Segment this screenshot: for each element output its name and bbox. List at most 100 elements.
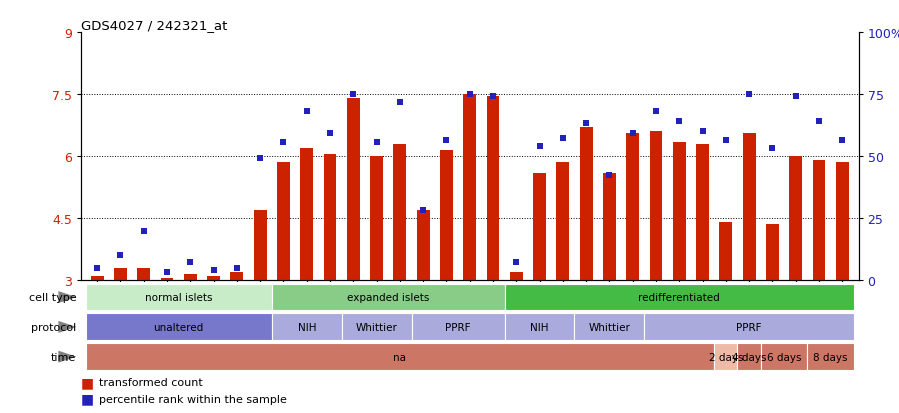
Bar xyxy=(743,134,755,280)
Bar xyxy=(696,145,709,280)
Bar xyxy=(342,314,412,340)
Point xyxy=(113,252,128,259)
Bar xyxy=(394,145,406,280)
Point xyxy=(416,207,431,214)
Text: 2 days: 2 days xyxy=(708,352,743,362)
Point xyxy=(369,139,384,146)
Point xyxy=(788,94,803,100)
Text: percentile rank within the sample: percentile rank within the sample xyxy=(99,394,287,404)
Point xyxy=(695,129,709,135)
Bar xyxy=(510,272,522,280)
Bar xyxy=(254,210,267,280)
Point xyxy=(207,267,221,273)
Bar xyxy=(184,274,197,280)
Bar xyxy=(556,163,569,280)
Bar xyxy=(463,95,476,280)
Bar xyxy=(813,161,825,280)
Bar xyxy=(533,173,546,280)
Bar xyxy=(85,314,271,340)
Bar xyxy=(650,132,663,280)
Text: 4 days: 4 days xyxy=(732,352,766,362)
Point xyxy=(90,265,104,271)
Bar xyxy=(807,344,854,370)
Bar xyxy=(603,173,616,280)
Point xyxy=(742,92,756,98)
Point xyxy=(579,121,593,127)
Bar xyxy=(85,284,271,311)
Bar xyxy=(277,163,289,280)
Point xyxy=(276,139,290,146)
Bar xyxy=(486,97,500,280)
Bar xyxy=(114,268,127,280)
Point xyxy=(299,108,314,115)
Point xyxy=(556,135,570,142)
Bar xyxy=(271,314,342,340)
Point xyxy=(323,131,337,138)
Text: expanded islets: expanded islets xyxy=(347,292,430,302)
Bar xyxy=(271,284,504,311)
Polygon shape xyxy=(58,321,76,333)
Point xyxy=(626,131,640,138)
Text: redifferentiated: redifferentiated xyxy=(638,292,720,302)
Text: cell type: cell type xyxy=(29,292,76,302)
Text: protocol: protocol xyxy=(31,322,76,332)
Bar xyxy=(627,134,639,280)
Text: ■: ■ xyxy=(81,375,94,389)
Bar xyxy=(737,344,761,370)
Bar xyxy=(85,344,714,370)
Point xyxy=(183,259,198,265)
Text: GDS4027 / 242321_at: GDS4027 / 242321_at xyxy=(81,19,227,32)
Point xyxy=(812,119,826,125)
Text: NIH: NIH xyxy=(530,322,548,332)
Text: ■: ■ xyxy=(81,392,94,406)
Bar xyxy=(370,157,383,280)
Text: NIH: NIH xyxy=(298,322,316,332)
Text: unaltered: unaltered xyxy=(154,322,204,332)
Point xyxy=(346,92,360,98)
Point xyxy=(509,259,523,265)
Polygon shape xyxy=(58,351,76,363)
Point xyxy=(765,145,779,152)
Bar xyxy=(574,314,645,340)
Text: 6 days: 6 days xyxy=(767,352,801,362)
Bar xyxy=(672,142,686,280)
Point xyxy=(835,137,850,144)
Point xyxy=(718,137,733,144)
Point xyxy=(440,137,454,144)
Bar xyxy=(417,210,430,280)
Bar xyxy=(207,276,220,280)
Text: transformed count: transformed count xyxy=(99,377,202,387)
Point xyxy=(137,228,151,234)
Bar xyxy=(719,223,733,280)
Bar xyxy=(324,155,336,280)
Bar xyxy=(138,268,150,280)
Bar xyxy=(347,99,360,280)
Bar xyxy=(230,272,244,280)
Text: PPRF: PPRF xyxy=(736,322,761,332)
Bar xyxy=(161,278,174,280)
Bar xyxy=(789,157,802,280)
Point xyxy=(672,119,687,125)
Point xyxy=(602,172,617,178)
Text: Whittier: Whittier xyxy=(589,322,630,332)
Polygon shape xyxy=(58,292,76,303)
Text: Whittier: Whittier xyxy=(356,322,397,332)
Text: normal islets: normal islets xyxy=(145,292,212,302)
Point xyxy=(230,265,245,271)
Point xyxy=(462,92,476,98)
Bar xyxy=(440,151,453,280)
Text: na: na xyxy=(394,352,406,362)
Point xyxy=(532,143,547,150)
Bar xyxy=(761,344,807,370)
Bar xyxy=(504,284,854,311)
Point xyxy=(649,108,663,115)
Point xyxy=(253,155,267,162)
Point xyxy=(160,269,174,275)
Bar xyxy=(91,276,103,280)
Bar xyxy=(412,314,504,340)
Bar xyxy=(504,314,574,340)
Point xyxy=(393,100,407,107)
Point xyxy=(485,94,500,100)
Bar xyxy=(766,225,779,280)
Text: PPRF: PPRF xyxy=(445,322,471,332)
